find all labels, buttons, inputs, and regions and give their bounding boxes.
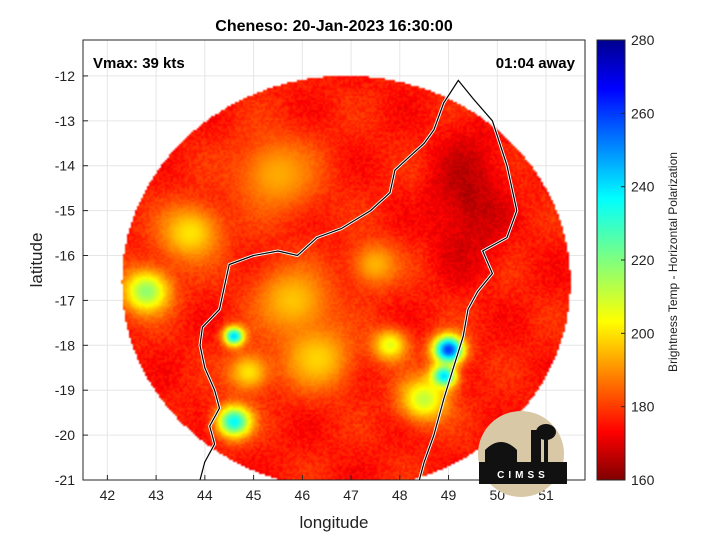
x-tick-label: 43 [148, 487, 164, 503]
y-tick-label: -19 [55, 382, 75, 398]
y-tick-label: -18 [55, 337, 75, 353]
colorbar-tick-label: 280 [631, 32, 655, 48]
colorbar-tick-label: 240 [631, 179, 655, 195]
x-tick-label: 46 [295, 487, 311, 503]
y-tick-label: -15 [55, 203, 75, 219]
coastline-outline [199, 79, 518, 480]
y-tick-label: -17 [55, 292, 75, 308]
y-axis-label: latitude [27, 233, 46, 288]
plot-frame [82, 39, 586, 481]
colorbar [596, 39, 626, 481]
y-tick-label: -16 [55, 248, 75, 264]
time-away-label: 01:04 away [496, 55, 576, 72]
x-tick-label: 48 [392, 487, 408, 503]
y-tick-label: -13 [55, 113, 75, 129]
colorbar-tick-label: 220 [631, 252, 655, 268]
x-tick-label: 45 [246, 487, 262, 503]
x-tick-label: 42 [100, 487, 116, 503]
brightness-temp-swath [83, 40, 585, 480]
x-tick-label: 49 [441, 487, 457, 503]
colorbar-ticks: 280 260 240 220 200 180 160 [621, 32, 655, 488]
colorbar-label: Brightness Temp - Horizontal Polarizatio… [666, 152, 680, 372]
colorbar-tick-label: 200 [631, 325, 655, 341]
x-tick-label: 44 [197, 487, 213, 503]
colorbar-tick-label: 180 [631, 399, 655, 415]
colorbar-tick-label: 160 [631, 472, 655, 488]
cimss-logo: CIMSS [478, 411, 567, 497]
logo-text: CIMSS [497, 470, 549, 481]
y-tick-label: -20 [55, 427, 75, 443]
y-tick-label: -12 [55, 68, 75, 84]
y-axis-ticks: -12 -13 -14 -15 -16 -17 -18 -19 -20 -21 [55, 68, 88, 488]
x-axis-ticks: 42 43 44 45 46 47 48 49 50 51 [100, 475, 554, 503]
y-tick-label: -14 [55, 158, 75, 174]
y-tick-label: -21 [55, 472, 75, 488]
x-tick-label: 47 [343, 487, 359, 503]
x-axis-label: longitude [299, 513, 368, 532]
colorbar-tick-label: 260 [631, 105, 655, 121]
chart-title: Cheneso: 20-Jan-2023 16:30:00 [215, 18, 453, 35]
vmax-label: Vmax: 39 kts [93, 55, 185, 72]
